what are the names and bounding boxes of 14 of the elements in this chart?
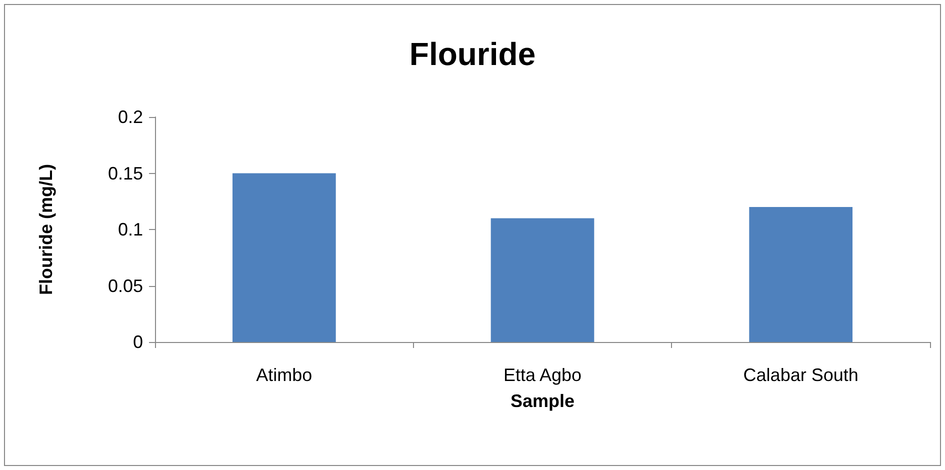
y-tick-label: 0.2 <box>118 107 143 127</box>
chart-title: Flouride <box>409 36 536 72</box>
bar <box>490 218 594 342</box>
y-axis-title: Flouride (mg/L) <box>36 164 56 295</box>
y-tick-label: 0.1 <box>118 220 143 240</box>
y-tick-label: 0 <box>132 332 143 352</box>
x-tick-label: Calabar South <box>743 365 858 385</box>
x-tick-label: Atimbo <box>256 365 312 385</box>
bar <box>232 173 336 342</box>
y-tick-label: 0.05 <box>108 276 143 296</box>
bar <box>749 207 852 342</box>
y-tick-label: 0.15 <box>108 163 143 184</box>
x-tick-label: Etta Agbo <box>503 365 582 385</box>
x-axis-title: Sample <box>510 391 575 411</box>
